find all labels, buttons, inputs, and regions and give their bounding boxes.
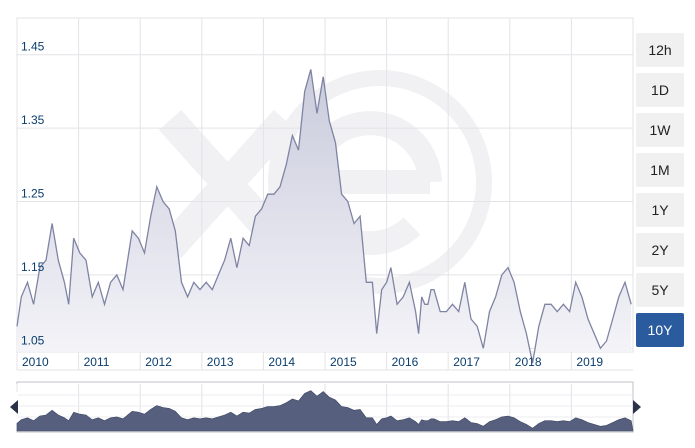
x-tick-label: 2018 — [515, 355, 542, 369]
chart-area-series — [16, 69, 632, 364]
range-button-1y[interactable]: 1Y — [636, 193, 684, 227]
x-axis: 2010 2011 2012 2013 2014 2015 2016 2017 2018 2019 — [22, 355, 603, 369]
x-tick-label: 2013 — [207, 355, 234, 369]
range-button-2y[interactable]: 2Y — [636, 233, 684, 267]
range-button-1m[interactable]: 1M — [636, 153, 684, 187]
range-button-1w[interactable]: 1W — [636, 113, 684, 147]
series-line — [16, 69, 632, 364]
x-tick-label: 2011 — [84, 355, 110, 369]
x-tick-label: 2010 — [22, 355, 49, 369]
range-button-1d[interactable]: 1D — [636, 73, 684, 107]
x-tick-label: 2015 — [330, 355, 357, 369]
y-tick-label: 1.25 — [21, 187, 45, 201]
x-tick-label: 2016 — [392, 355, 419, 369]
y-tick-label: 1.15 — [21, 260, 45, 274]
series-area-fill — [17, 69, 632, 364]
y-tick-label: 1.05 — [21, 333, 45, 347]
x-tick-label: 2017 — [453, 355, 480, 369]
y-axis: 1.05 1.15 1.25 1.35 1.45 — [21, 40, 45, 348]
x-tick-label: 2014 — [268, 355, 295, 369]
x-tick-label: 2019 — [576, 355, 603, 369]
navigator-handle-left-icon[interactable] — [10, 400, 18, 414]
range-button-12h[interactable]: 12h — [636, 33, 684, 67]
y-tick-label: 1.45 — [21, 40, 45, 54]
range-button-10y[interactable]: 10Y — [636, 313, 684, 347]
range-button-5y[interactable]: 5Y — [636, 273, 684, 307]
navigator[interactable] — [10, 381, 641, 433]
x-tick-label: 2012 — [145, 355, 172, 369]
navigator-handle-right-icon[interactable] — [633, 400, 641, 414]
navigator-series — [16, 390, 634, 432]
y-tick-label: 1.35 — [21, 113, 45, 127]
